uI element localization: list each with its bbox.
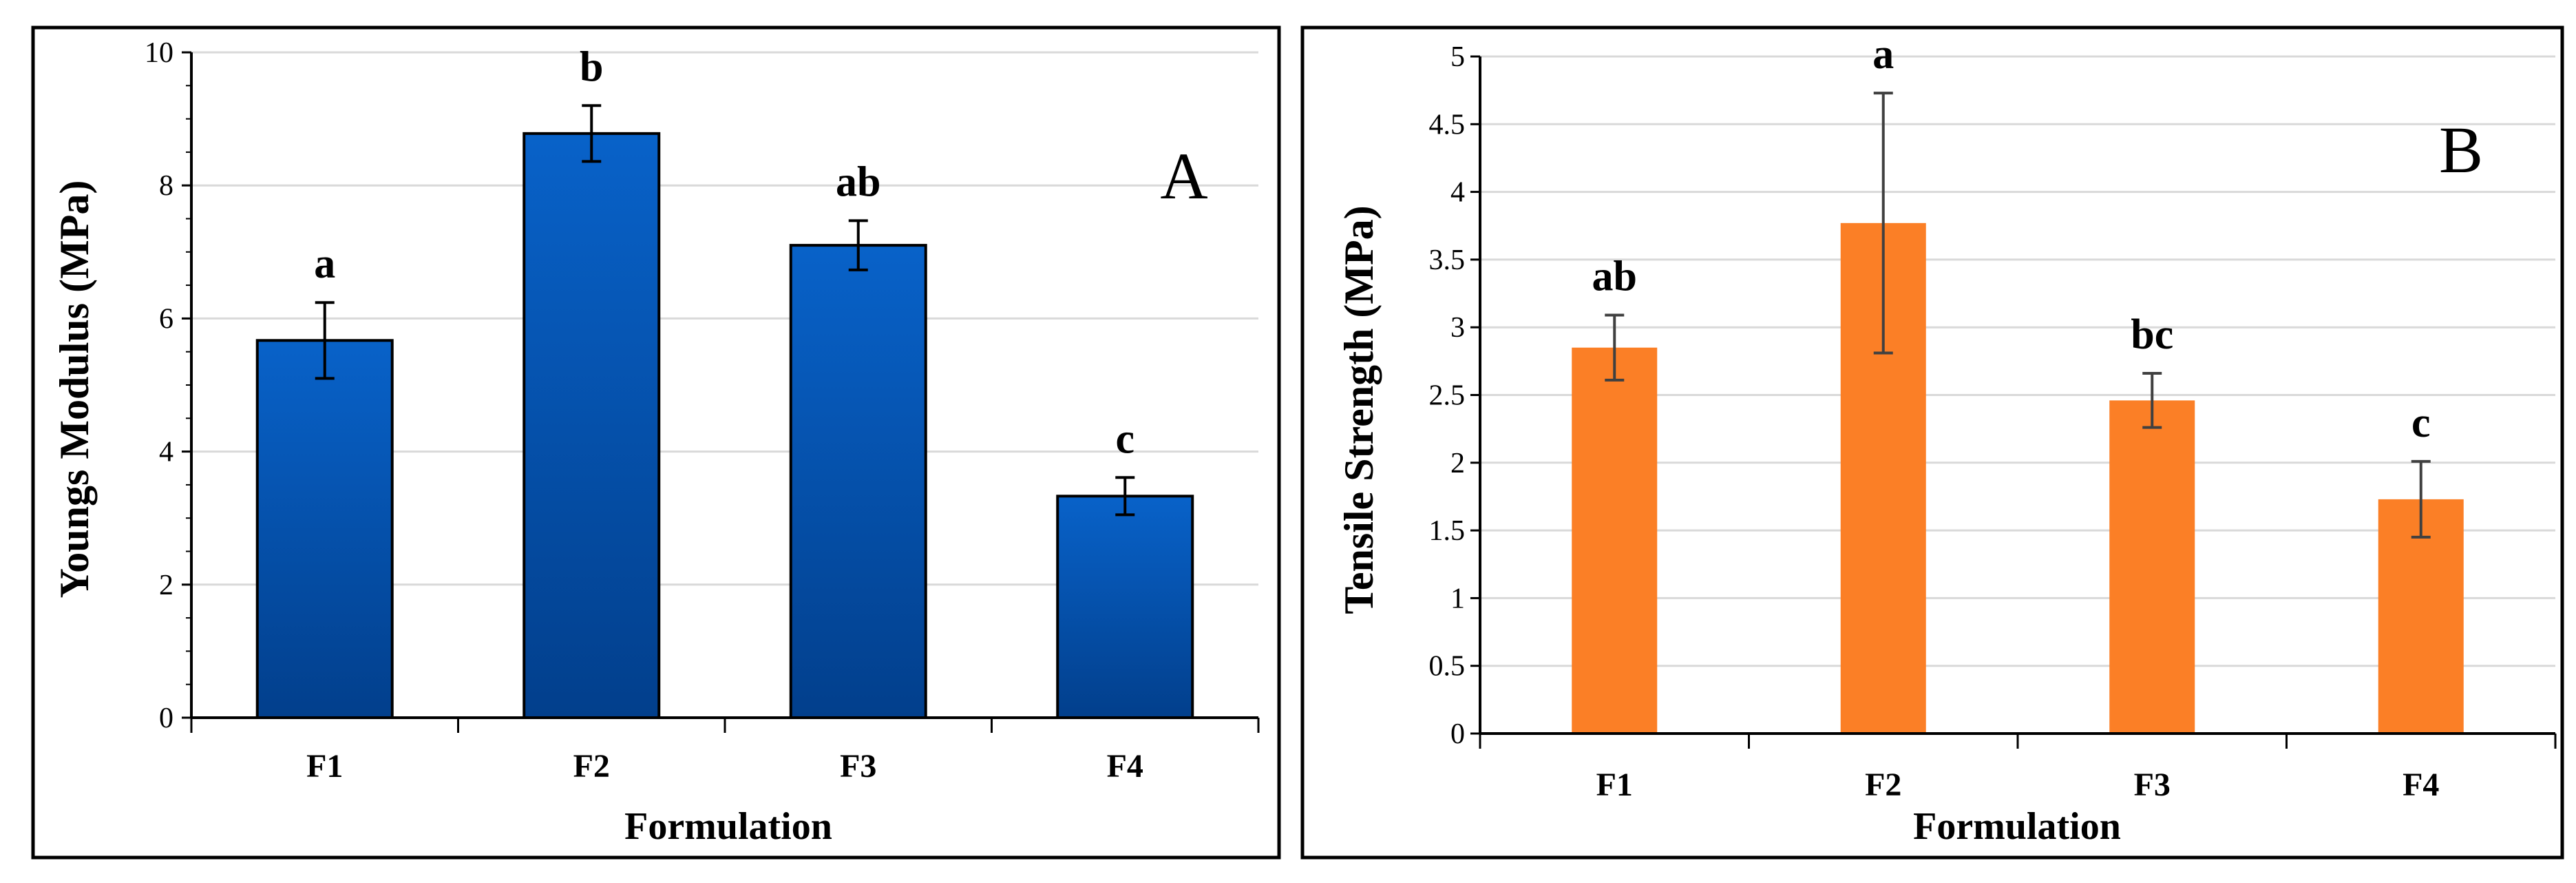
panel-a-bars: [255, 104, 1194, 720]
y-tick-label: 4: [159, 437, 173, 468]
panel-a-x-tick-labels: F1 F2 F3 F4: [306, 748, 1143, 785]
y-tick-label: 2: [1450, 448, 1465, 479]
y-tick-label: 0: [159, 703, 173, 734]
significance-letter-f3: ab: [836, 158, 880, 205]
x-tick-label-f1: F1: [306, 748, 343, 785]
significance-letter-f4: c: [1115, 415, 1134, 462]
panel-b-y-tick-labels: 0 0.5 1 1.5 2 2.5 3 3.5 4 4.5 5: [1429, 41, 1466, 750]
panel-b: 0 0.5 1 1.5 2 2.5 3 3.5 4 4.5 5 F1 F2 F3 F4 ab a bc c Fo…: [1300, 25, 2564, 860]
panel-b-y-axis-title: Tensile Strength (MPa): [1336, 205, 1382, 614]
significance-letter-f4: c: [2411, 399, 2431, 446]
significance-letter-f2: a: [1872, 31, 1894, 78]
x-tick-label-f2: F2: [573, 748, 610, 785]
y-tick-label: 4: [1450, 177, 1465, 209]
y-tick-label: 2.5: [1429, 380, 1466, 412]
panel-a-y-tick-labels: 0 2 4 6 8 10: [145, 37, 173, 734]
panel-a-y-axis-title: Youngs Modulus (MPa): [52, 180, 97, 599]
y-tick-label: 3: [1450, 312, 1465, 344]
bar-f3: [789, 244, 927, 719]
significance-letter-f1: a: [314, 240, 335, 287]
panel-a-label: A: [1160, 139, 1207, 213]
panel-b-x-axis-title: Formulation: [1913, 805, 2121, 848]
panel-b-bars: [1572, 92, 2464, 734]
bar-f4: [1056, 495, 1194, 720]
panel-b-axes: [1470, 55, 2557, 749]
y-tick-label: 5: [1450, 41, 1465, 73]
x-tick-label-f4: F4: [1107, 748, 1143, 785]
y-tick-label: 0.5: [1429, 651, 1466, 683]
significance-letter-f3: bc: [2131, 311, 2173, 358]
y-tick-label: 2: [159, 570, 173, 601]
y-tick-label: 8: [159, 170, 173, 202]
x-tick-label-f2: F2: [1865, 767, 1901, 803]
panel-b-gridlines: [1480, 55, 2555, 667]
x-tick-label-f4: F4: [2403, 767, 2439, 803]
bar-f1: [255, 339, 394, 719]
y-tick-label: 10: [145, 37, 173, 69]
y-tick-label: 6: [159, 303, 173, 335]
panel-a-axes: [182, 51, 1260, 733]
significance-letter-f1: ab: [1592, 253, 1637, 300]
x-tick-label-f3: F3: [2134, 767, 2171, 803]
panel-b-frame: [1300, 25, 2564, 860]
y-tick-label: 4.5: [1429, 109, 1466, 141]
x-tick-label-f1: F1: [1596, 767, 1633, 803]
y-tick-label: 0: [1450, 718, 1465, 750]
y-tick-label: 1: [1450, 583, 1465, 614]
panel-b-label: B: [2439, 113, 2483, 187]
panel-b-x-tick-labels: F1 F2 F3 F4: [1596, 767, 2440, 803]
x-tick-label-f3: F3: [840, 748, 876, 785]
y-tick-label: 1.5: [1429, 515, 1466, 547]
significance-letter-f2: b: [580, 43, 603, 90]
panel-a-x-axis-title: Formulation: [624, 805, 832, 848]
panel-b-significance-letters: ab a bc c: [1592, 31, 2431, 446]
bar-f3: [2109, 400, 2195, 734]
bar-f1: [1572, 347, 1658, 734]
y-tick-label: 3.5: [1429, 245, 1466, 276]
bar-f2: [522, 132, 661, 720]
